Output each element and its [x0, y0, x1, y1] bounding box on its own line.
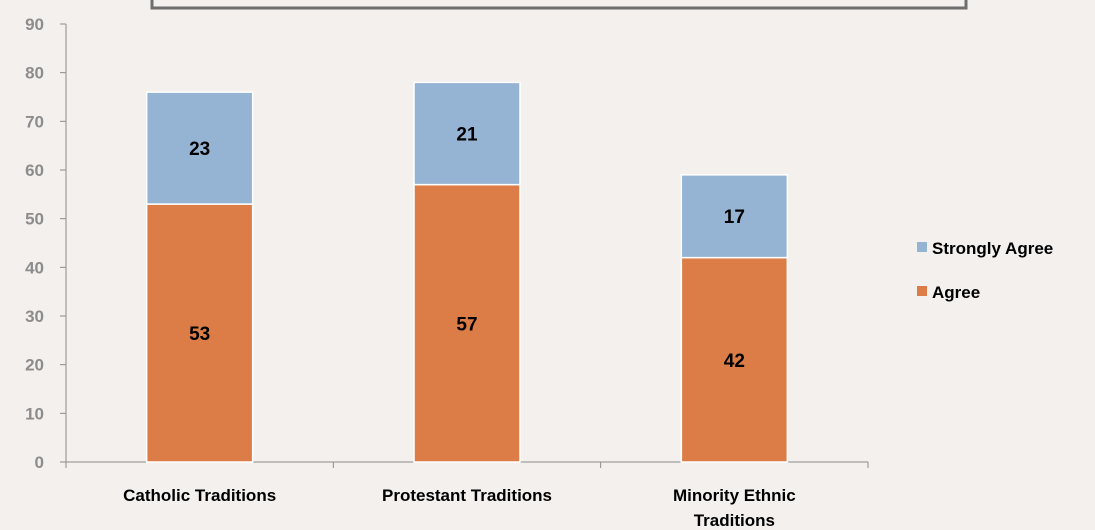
y-tick-label: 30: [25, 307, 44, 326]
bar-agree: [680, 256, 789, 463]
y-tick-label: 50: [25, 210, 44, 229]
y-tick-label: 40: [25, 258, 44, 277]
chart-axes: 0 10 20 30 40 50 60 70 80 90 Catholic Traditions Pr…: [25, 15, 869, 530]
y-tick-label: 10: [25, 404, 44, 423]
legend-swatch-agree: [917, 286, 927, 296]
x-category-label: Catholic Traditions: [123, 486, 276, 505]
bar-strongly-agree: [680, 174, 789, 259]
x-category-label: Protestant Traditions: [382, 486, 552, 505]
chart-bars: [145, 81, 789, 463]
legend-swatch-strongly-agree: [917, 242, 927, 252]
bar-strongly-agree: [413, 81, 521, 186]
data-label-strongly-agree: 21: [456, 125, 478, 146]
chart-data-labels: 53 23 57 21 42 17: [189, 125, 745, 372]
legend-label-agree: Agree: [932, 283, 980, 302]
x-category-label: Minority Ethnic Traditions: [673, 486, 796, 530]
data-label-strongly-agree: 23: [189, 139, 210, 160]
bar-strongly-agree: [145, 91, 254, 205]
y-tick-label: 90: [25, 15, 44, 34]
y-tick-label: 0: [35, 453, 44, 472]
y-tick-label: 60: [25, 161, 44, 180]
data-label-strongly-agree: 17: [724, 207, 745, 228]
title-banner: [150, 0, 968, 10]
bar-agree: [145, 203, 254, 463]
data-label-agree: 42: [724, 351, 745, 372]
chart-legend: Strongly Agree Agree: [917, 239, 1053, 302]
y-tick-label: 80: [25, 64, 44, 83]
legend-label-strongly-agree: Strongly Agree: [932, 239, 1053, 258]
y-tick-label: 20: [25, 356, 44, 375]
data-label-agree: 57: [456, 314, 477, 335]
y-tick-label: 70: [25, 112, 44, 131]
data-label-agree: 53: [189, 324, 210, 345]
